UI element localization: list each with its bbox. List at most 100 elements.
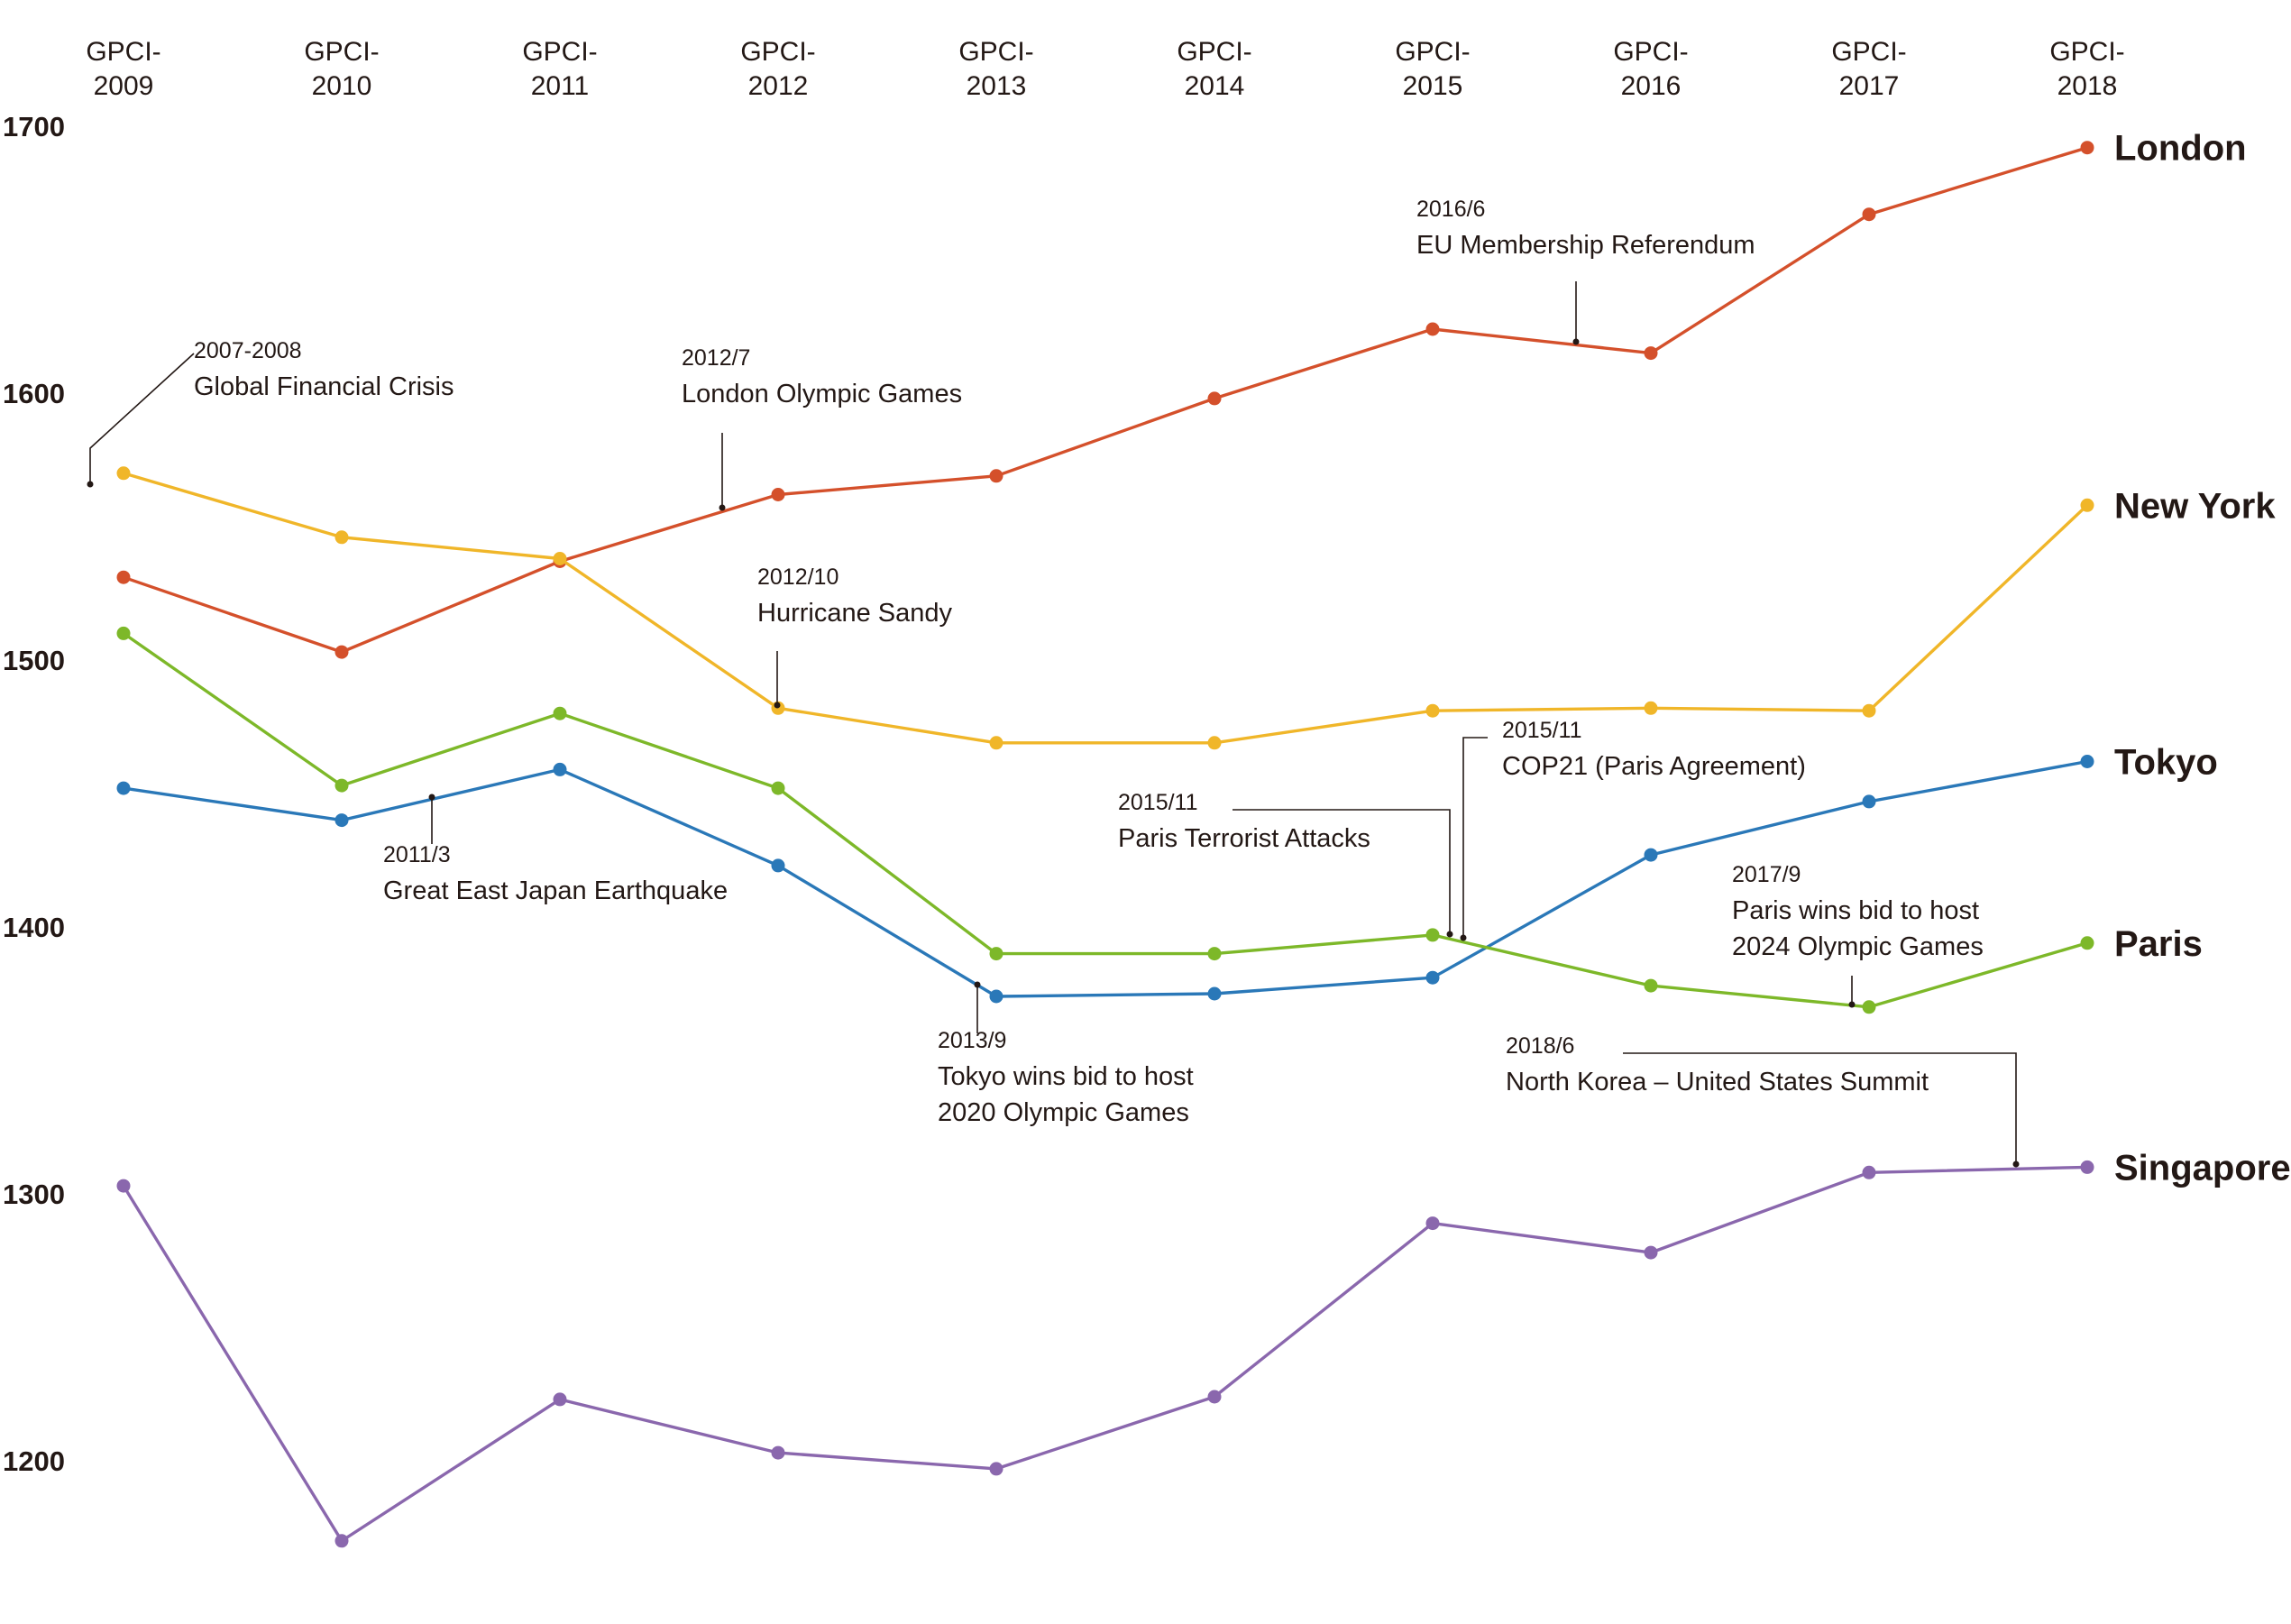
series-line xyxy=(122,1165,2088,1543)
annotation-date: 2012/10 xyxy=(757,564,839,590)
data-point xyxy=(989,1462,1003,1476)
series-line xyxy=(123,472,2089,745)
x-tick-label: 2016 xyxy=(1621,71,1682,101)
annotation-date: 2018/6 xyxy=(1506,1033,1574,1059)
data-point xyxy=(1207,391,1222,406)
data-point xyxy=(1207,947,1222,961)
event-annotation: 2013/9 Tokyo wins bid to host 2020 Olympic… xyxy=(938,981,1194,1127)
data-point xyxy=(1644,701,1658,715)
series-paris: Paris xyxy=(116,626,2203,1014)
y-tick-label: 1600 xyxy=(3,378,65,409)
annotation-leader-line xyxy=(1623,1052,2017,1164)
x-tick-label: GPCI- xyxy=(2049,37,2124,67)
event-annotation: 2007-2008 Global Financial Crisis xyxy=(87,338,454,488)
x-tick-label: 2015 xyxy=(1403,71,1463,101)
data-point xyxy=(116,466,131,481)
series-tokyo: Tokyo xyxy=(116,742,2218,1004)
annotation-date: 2007-2008 xyxy=(194,338,302,363)
event-annotation: 2016/6 EU Membership Referendum xyxy=(1416,197,1755,345)
event-annotation: 2011/3 Great East Japan Earthquake xyxy=(383,794,728,905)
data-point xyxy=(116,781,131,795)
annotation-date: 2016/6 xyxy=(1416,197,1485,222)
annotation-marker xyxy=(1572,338,1580,345)
annotation-text: Tokyo wins bid to host xyxy=(938,1062,1194,1091)
annotation-text: EU Membership Referendum xyxy=(1416,231,1755,260)
annotation-marker xyxy=(428,794,435,801)
y-tick-label: 1400 xyxy=(3,912,65,943)
data-point xyxy=(553,706,567,720)
series-new-york: New York xyxy=(116,466,2276,750)
x-tick-label: 2014 xyxy=(1185,71,1245,101)
data-point xyxy=(1862,703,1876,718)
annotation-marker xyxy=(974,981,981,988)
data-point xyxy=(1644,848,1658,862)
data-point xyxy=(553,1392,567,1407)
annotation-text: Hurricane Sandy xyxy=(757,599,952,628)
y-tick-label: 1200 xyxy=(3,1445,65,1477)
x-tick-label: 2009 xyxy=(94,71,154,101)
series-line xyxy=(123,146,2088,654)
data-point xyxy=(1425,1216,1440,1231)
series-label: Singapore xyxy=(2114,1148,2291,1188)
data-point xyxy=(2080,936,2094,950)
annotation-marker xyxy=(1446,931,1453,938)
annotation-text: Great East Japan Earthquake xyxy=(383,876,728,905)
event-annotation: 2017/9 Paris wins bid to host 2024 Olympic… xyxy=(1732,862,1984,1008)
data-point xyxy=(116,626,131,640)
data-point xyxy=(553,552,567,565)
data-point xyxy=(1425,322,1440,336)
data-point xyxy=(2080,1160,2094,1174)
x-tick-label: GPCI- xyxy=(740,37,815,67)
x-tick-label: GPCI- xyxy=(1177,37,1251,67)
x-tick-label: 2012 xyxy=(748,71,809,101)
annotation-date: 2011/3 xyxy=(383,842,451,867)
data-point xyxy=(989,469,1003,483)
data-point xyxy=(1862,1000,1876,1014)
annotation-date: 2017/9 xyxy=(1732,862,1801,887)
event-annotation: 2018/6 North Korea – United States Summit xyxy=(1506,1033,2020,1168)
data-point xyxy=(989,736,1003,750)
series-label: Tokyo xyxy=(2114,742,2218,782)
event-annotation: 2012/7 London Olympic Games xyxy=(682,345,962,511)
annotation-text: COP21 (Paris Agreement) xyxy=(1502,752,1806,781)
y-tick-label: 1700 xyxy=(3,111,65,142)
data-point xyxy=(771,1445,785,1460)
annotation-marker xyxy=(87,481,94,488)
x-tick-label: GPCI- xyxy=(86,37,160,67)
annotation-text: 2024 Olympic Games xyxy=(1732,932,1984,961)
annotation-marker xyxy=(2012,1161,2020,1168)
annotation-leader-line xyxy=(1233,809,1451,934)
data-point xyxy=(334,645,349,659)
series-line xyxy=(123,632,2088,1009)
x-tick-label: GPCI- xyxy=(1395,37,1470,67)
series-label: Paris xyxy=(2114,924,2203,964)
data-point xyxy=(1862,207,1876,222)
series-singapore: Singapore xyxy=(116,1148,2291,1548)
annotation-leader-line xyxy=(1462,737,1488,938)
data-point xyxy=(334,813,349,828)
data-point xyxy=(989,947,1003,961)
data-point xyxy=(1862,794,1876,809)
annotation-date: 2013/9 xyxy=(938,1028,1006,1053)
data-point xyxy=(334,1534,349,1548)
series-label: London xyxy=(2114,129,2247,169)
annotation-text: London Olympic Games xyxy=(682,380,962,408)
data-point xyxy=(334,778,349,793)
x-tick-label: 2013 xyxy=(967,71,1027,101)
data-point xyxy=(116,570,131,584)
data-point xyxy=(1644,1245,1658,1260)
annotation-date: 2012/7 xyxy=(682,345,750,371)
y-tick-label: 1500 xyxy=(3,645,65,676)
series-label: New York xyxy=(2114,486,2276,526)
annotation-text: Paris Terrorist Attacks xyxy=(1118,824,1370,853)
data-point xyxy=(116,1179,131,1193)
x-tick-label: 2017 xyxy=(1839,71,1900,101)
x-tick-label: GPCI- xyxy=(304,37,379,67)
data-point xyxy=(2080,141,2094,155)
data-point xyxy=(1207,986,1222,1001)
data-point xyxy=(2080,498,2094,512)
data-point xyxy=(334,530,349,545)
data-point xyxy=(1207,1390,1222,1404)
data-point xyxy=(1644,346,1658,361)
annotation-text: Global Financial Crisis xyxy=(194,372,454,401)
